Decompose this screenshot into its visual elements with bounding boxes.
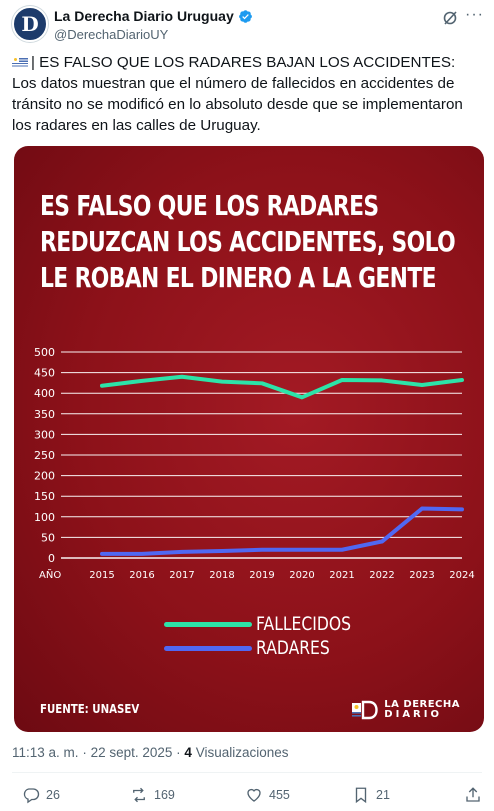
y-tick-label: 200 xyxy=(34,470,55,483)
tweet-body: | ES FALSO QUE LOS RADARES BAJAN LOS ACC… xyxy=(12,54,463,134)
tweet-date[interactable]: 22 sept. 2025 xyxy=(90,745,173,760)
x-tick-label: 2018 xyxy=(209,570,234,581)
brand-logo-icon xyxy=(352,700,378,720)
repost-icon xyxy=(133,787,145,803)
account-handle[interactable]: @DerechaDiarioUY xyxy=(54,27,169,42)
views-count: 4 xyxy=(184,745,192,760)
brand-line-1: LA DERECHA xyxy=(384,699,460,710)
chart-legend: FALLECIDOS RADARES xyxy=(164,612,372,660)
repost-button[interactable]: 169 xyxy=(130,786,175,804)
x-tick-label: 2017 xyxy=(169,570,194,581)
legend-item-radares: RADARES xyxy=(164,636,372,660)
x-axis-label: AÑO xyxy=(39,568,61,581)
brand-watermark: LA DERECHA DIARIO xyxy=(352,700,460,720)
line-chart: 0 50 100 150 200 250 300 350 400 450 500 AÑO 2015 201… xyxy=(34,346,475,581)
tweet-text: | ES FALSO QUE LOS RADARES BAJAN LOS ACC… xyxy=(12,52,482,136)
uruguay-flag-icon xyxy=(12,57,28,68)
share-button[interactable] xyxy=(464,786,488,804)
tweet-header: D La Derecha Diario Uruguay @DerechaDiar… xyxy=(12,6,484,46)
legend-label-radares: RADARES xyxy=(256,637,330,659)
x-tick-label: 2019 xyxy=(249,570,274,581)
tweet-time[interactable]: 11:13 a. m. xyxy=(12,745,79,760)
grok-icon[interactable] xyxy=(442,10,458,26)
avatar-logo-letter: D xyxy=(21,12,39,36)
legend-swatch-fallecidos xyxy=(164,621,252,627)
bookmark-icon xyxy=(355,787,367,804)
y-tick-label: 250 xyxy=(34,449,55,462)
verified-badge-icon xyxy=(238,9,252,23)
meta-separator: · xyxy=(82,745,91,760)
account-name[interactable]: La Derecha Diario Uruguay xyxy=(54,8,234,24)
y-tick-label: 400 xyxy=(34,387,55,400)
more-options-icon[interactable]: ··· xyxy=(465,6,484,23)
avatar[interactable]: D xyxy=(12,6,48,42)
legend-item-fallecidos: FALLECIDOS xyxy=(164,612,372,636)
x-tick-label: 2021 xyxy=(329,570,354,581)
like-count: 455 xyxy=(269,788,290,802)
tweet-image-card[interactable]: ES FALSO QUE LOS RADARES REDUZCAN LOS AC… xyxy=(14,146,484,732)
repost-count: 169 xyxy=(154,788,175,802)
reply-icon xyxy=(23,788,40,804)
legend-label-fallecidos: FALLECIDOS xyxy=(256,613,352,635)
series-line-fallecidos xyxy=(100,374,464,400)
x-tick-label: 2022 xyxy=(369,570,394,581)
image-headline: ES FALSO QUE LOS RADARES REDUZCAN LOS AC… xyxy=(40,189,456,294)
x-tick-label: 2023 xyxy=(409,570,434,581)
tweet-meta: 11:13 a. m. · 22 sept. 2025 · 4 Visualiz… xyxy=(12,745,289,760)
x-tick-label: 2024 xyxy=(449,570,474,581)
bookmark-count: 21 xyxy=(376,788,390,802)
y-tick-label: 100 xyxy=(34,511,55,524)
reply-count: 26 xyxy=(46,788,60,802)
bookmark-button[interactable]: 21 xyxy=(352,786,390,804)
reply-button[interactable]: 26 xyxy=(22,786,60,804)
share-icon xyxy=(466,787,480,802)
name-line: La Derecha Diario Uruguay xyxy=(54,8,253,24)
x-tick-label: 2015 xyxy=(89,570,114,581)
y-tick-label: 0 xyxy=(48,552,55,565)
y-tick-label: 500 xyxy=(34,346,55,359)
legend-swatch-radares xyxy=(164,645,252,651)
y-tick-label: 350 xyxy=(34,408,55,421)
x-tick-label: 2016 xyxy=(129,570,154,581)
image-source: FUENTE: UNASEV xyxy=(40,702,140,716)
y-tick-label: 450 xyxy=(34,367,55,380)
brand-text: LA DERECHA DIARIO xyxy=(384,700,460,720)
brand-line-2: DIARIO xyxy=(384,709,442,720)
y-tick-label: 50 xyxy=(41,531,55,544)
y-tick-label: 300 xyxy=(34,428,55,441)
divider xyxy=(12,772,482,773)
heart-icon xyxy=(247,788,261,802)
meta-separator: · xyxy=(176,745,185,760)
action-bar: 26 169 455 21 xyxy=(12,786,484,806)
y-tick-label: 150 xyxy=(34,490,55,503)
views-label: Visualizaciones xyxy=(195,745,289,760)
x-tick-label: 2020 xyxy=(289,570,314,581)
series-line-radares xyxy=(100,506,464,556)
like-button[interactable]: 455 xyxy=(245,786,290,804)
